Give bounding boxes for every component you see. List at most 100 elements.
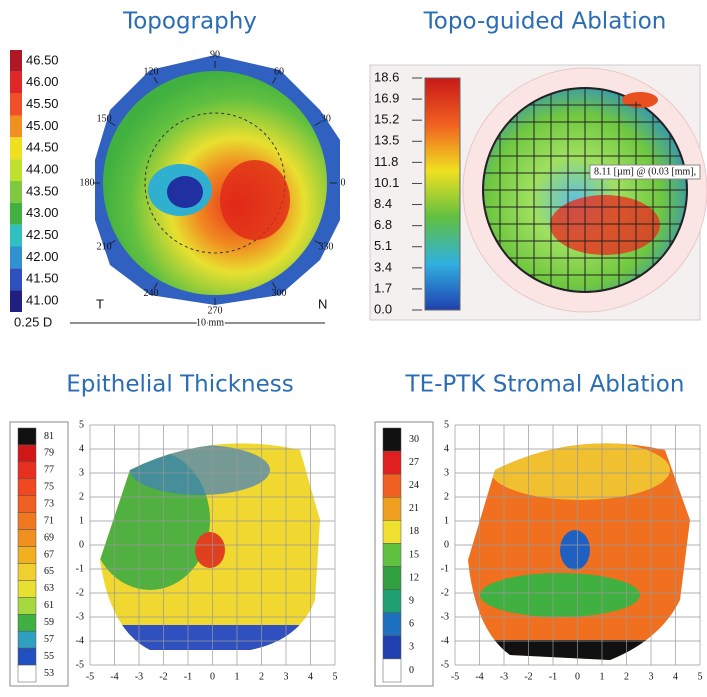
scale-label: 27 <box>409 457 419 468</box>
scale-label: 15.2 <box>374 112 399 127</box>
y-tick-label: 0 <box>79 539 84 550</box>
scale-swatch <box>10 94 22 116</box>
x-tick-label: 5 <box>333 671 338 682</box>
y-tick-label: -5 <box>441 659 449 670</box>
scale-label: 43.00 <box>26 205 59 220</box>
scale-label: 67 <box>44 549 54 560</box>
y-tick-label: -1 <box>441 563 449 574</box>
x-tick-label: -5 <box>86 671 94 682</box>
y-tick-label: 5 <box>444 419 449 430</box>
scale-swatch <box>10 225 22 247</box>
x-tick-label: -1 <box>184 671 192 682</box>
panel-title: Epithelial Thickness <box>66 372 294 398</box>
y-tick-label: 2 <box>444 491 449 502</box>
x-tick-label: 4 <box>308 671 313 682</box>
scale-swatch <box>383 636 401 659</box>
y-tick-label: 0 <box>444 539 449 550</box>
scale-swatch <box>18 496 36 513</box>
scale-label: 13.5 <box>374 133 399 148</box>
ablation-map <box>370 65 707 320</box>
scale-label: 3 <box>409 642 414 653</box>
angle-label: 210 <box>97 241 112 252</box>
scale-label: 73 <box>44 498 54 509</box>
y-tick-label: 2 <box>79 491 84 502</box>
y-tick-label: -4 <box>76 635 84 646</box>
scale-swatch <box>18 462 36 479</box>
angle-label: 30 <box>321 113 331 124</box>
scale-label: 75 <box>44 482 54 493</box>
scale-swatch <box>383 543 401 566</box>
scale-swatch <box>383 590 401 613</box>
x-tick-label: 2 <box>624 671 629 682</box>
scale-label: 42.00 <box>26 249 59 264</box>
scale-label: 18 <box>409 526 419 537</box>
scale-label: 9 <box>409 595 414 606</box>
x-tick-label: 5 <box>698 671 703 682</box>
figure: TopographyTopo-guided AblationEpithelial… <box>0 0 707 692</box>
scale-label: 44.50 <box>26 140 59 155</box>
scale-swatch <box>18 428 36 445</box>
scale-label: 53 <box>44 668 54 679</box>
scale-swatch <box>18 445 36 462</box>
scale-label: 11.8 <box>374 154 398 169</box>
y-tick-label: 4 <box>79 443 84 454</box>
x-tick-label: -4 <box>475 671 483 682</box>
scale-label: 46.00 <box>26 74 59 89</box>
y-tick-label: 5 <box>79 419 84 430</box>
scale-swatch <box>18 631 36 648</box>
scale-label: 79 <box>44 448 54 459</box>
x-tick-label: -3 <box>500 671 508 682</box>
scale-swatch <box>383 659 401 682</box>
scale-label: 63 <box>44 583 54 594</box>
y-tick-label: 1 <box>444 515 449 526</box>
scale-label: 65 <box>44 566 54 577</box>
x-tick-label: 1 <box>235 671 240 682</box>
angle-label: 150 <box>97 113 112 124</box>
scale-swatch <box>10 181 22 203</box>
scale-label: 45.00 <box>26 118 59 133</box>
y-tick-label: 4 <box>444 443 449 454</box>
angle-label: 0 <box>341 177 346 188</box>
y-tick-label: -1 <box>76 563 84 574</box>
topography-map <box>95 55 340 305</box>
angle-label: 270 <box>208 305 223 316</box>
scale-swatch <box>18 580 36 597</box>
readout: 8.11 [µm] @ (0.03 [mm], <box>594 166 696 177</box>
scale-label: 0 <box>409 665 414 676</box>
scale-swatch <box>10 137 22 159</box>
scale-label: 44.00 <box>26 162 59 177</box>
angle-label: 180 <box>80 177 95 188</box>
scale-label: 24 <box>409 480 419 491</box>
scale-swatch <box>18 530 36 547</box>
scale-label: 6 <box>409 619 414 630</box>
scale-label: 6.8 <box>374 217 392 232</box>
scale-label: 3.4 <box>374 259 392 274</box>
y-tick-label: 3 <box>79 467 84 478</box>
scale-label: 8.4 <box>374 196 392 211</box>
scale-label: 10.1 <box>374 175 399 190</box>
side-label: N <box>318 296 327 311</box>
x-tick-label: 1 <box>600 671 605 682</box>
y-tick-label: -3 <box>76 611 84 622</box>
scale-label: 59 <box>44 617 54 628</box>
unit-label: 0.25 D <box>14 314 52 329</box>
scale-swatch <box>18 547 36 564</box>
scale-swatch <box>10 247 22 269</box>
angle-label: 330 <box>318 241 333 252</box>
scale-label: 18.6 <box>374 69 399 84</box>
y-tick-label: 3 <box>444 467 449 478</box>
scale-swatch <box>10 203 22 225</box>
y-tick-label: -5 <box>76 659 84 670</box>
scale-swatch <box>10 268 22 290</box>
scale-label: 16.9 <box>374 91 399 106</box>
panel-title: Topography <box>122 9 257 35</box>
scale-swatch <box>18 614 36 631</box>
scale-swatch <box>383 567 401 590</box>
scale-label: 61 <box>44 600 54 611</box>
angle-label: 90 <box>210 49 220 60</box>
x-tick-label: 3 <box>284 671 289 682</box>
x-tick-label: -2 <box>159 671 167 682</box>
angle-label: 300 <box>272 288 287 299</box>
scale-swatch <box>10 116 22 138</box>
x-tick-label: -1 <box>549 671 557 682</box>
